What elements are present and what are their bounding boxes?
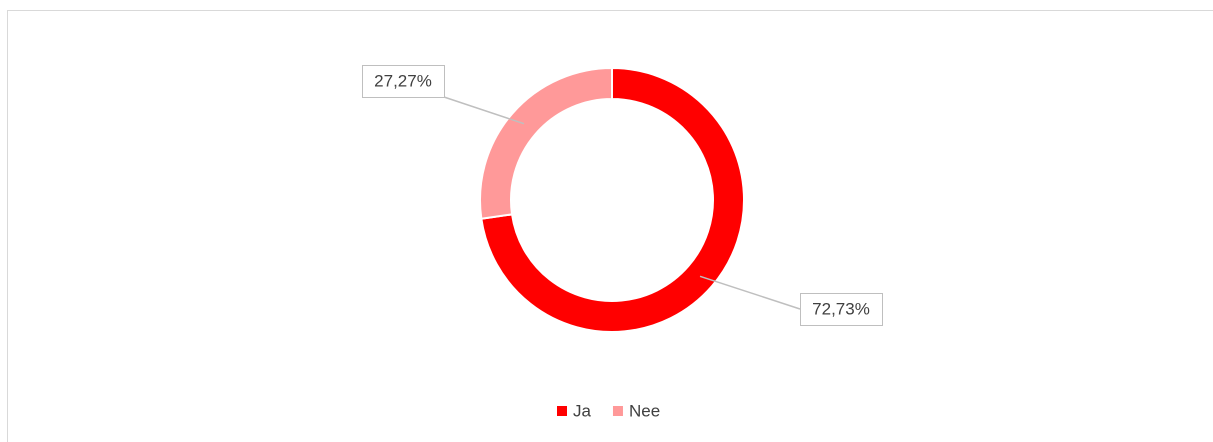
data-label: 27,27% (374, 71, 432, 90)
legend-label: Nee (629, 401, 660, 420)
data-label-box (800, 293, 883, 326)
legend-swatch (612, 406, 623, 416)
donut-segment (480, 66, 745, 333)
data-label: 72,73% (812, 299, 870, 318)
leader-line (443, 96, 525, 125)
legend-label: Ja (573, 401, 592, 420)
donut-segment (479, 66, 613, 220)
legend-swatch (557, 406, 567, 416)
leader-line (699, 275, 801, 310)
data-label-box (362, 65, 445, 98)
